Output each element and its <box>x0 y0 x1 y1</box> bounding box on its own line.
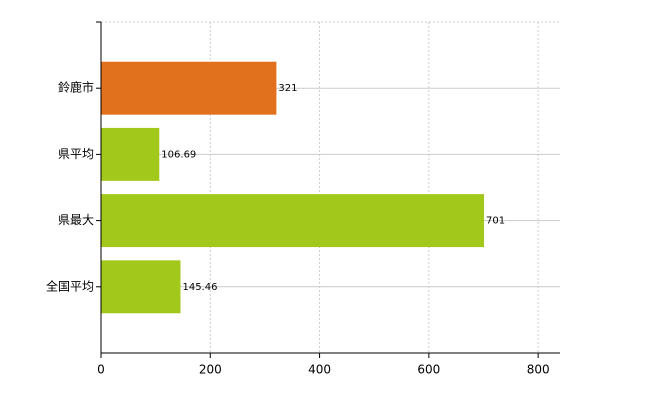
x-tick-label: 0 <box>97 363 105 377</box>
x-tick-label: 400 <box>308 363 331 377</box>
bar <box>101 127 160 181</box>
bar <box>101 260 181 314</box>
bar <box>101 61 277 115</box>
value-label: 321 <box>278 83 297 94</box>
value-label: 701 <box>486 216 505 227</box>
bar <box>101 194 485 248</box>
y-tick-label: 県最大 <box>58 213 94 227</box>
y-tick-label: 県平均 <box>58 147 94 161</box>
x-tick-label: 800 <box>527 363 550 377</box>
y-tick-label: 全国平均 <box>46 278 94 293</box>
value-label: 106.69 <box>161 149 196 160</box>
x-tick-label: 600 <box>417 363 440 377</box>
y-tick-label: 鈴鹿市 <box>58 80 94 95</box>
x-tick-label: 200 <box>199 363 222 377</box>
value-label: 145.46 <box>182 282 217 293</box>
